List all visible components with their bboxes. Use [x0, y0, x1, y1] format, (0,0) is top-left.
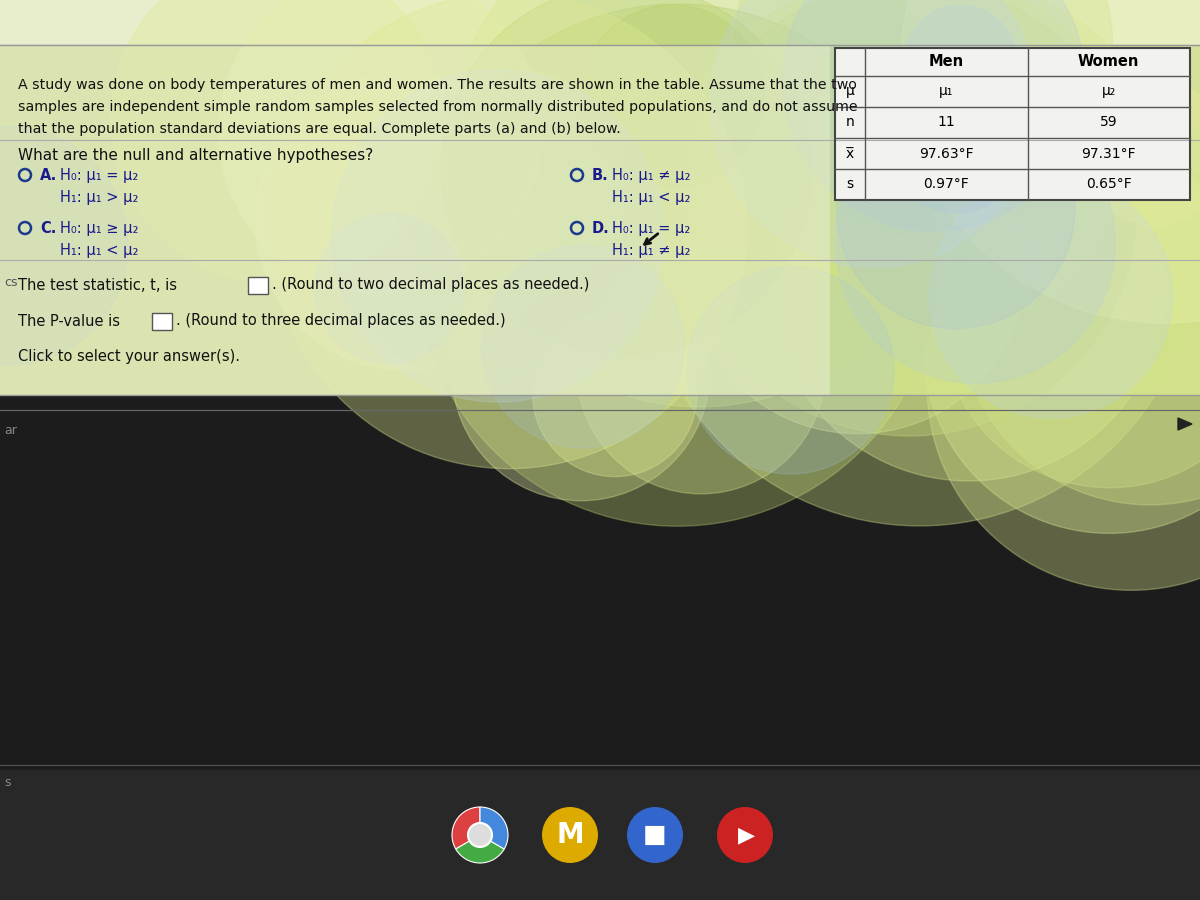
Circle shape	[533, 312, 697, 477]
Circle shape	[959, 122, 1200, 505]
Text: H₁: μ₁ < μ₂: H₁: μ₁ < μ₂	[612, 190, 690, 205]
Circle shape	[718, 807, 773, 863]
Text: H₀: μ₁ = μ₂: H₀: μ₁ = μ₂	[612, 221, 690, 236]
Bar	[0, 45, 830, 395]
Circle shape	[836, 91, 1075, 328]
Circle shape	[468, 823, 492, 847]
Circle shape	[941, 150, 1200, 488]
Circle shape	[446, 0, 953, 407]
Text: that the population standard deviations are equal. Complete parts (a) and (b) be: that the population standard deviations …	[18, 122, 620, 136]
Text: H₁: μ₁ ≠ μ₂: H₁: μ₁ ≠ μ₂	[612, 243, 690, 258]
Circle shape	[688, 94, 1027, 434]
Text: H₁: μ₁ > μ₂: H₁: μ₁ > μ₂	[60, 190, 138, 205]
Text: cs: cs	[4, 276, 18, 290]
Circle shape	[331, 89, 620, 379]
Bar	[0, 0, 1200, 45]
Text: μ₁: μ₁	[940, 85, 954, 98]
Text: 97.63°F: 97.63°F	[919, 147, 973, 160]
Text: D.: D.	[592, 221, 610, 236]
Circle shape	[901, 0, 1200, 323]
Circle shape	[451, 242, 710, 500]
Circle shape	[734, 0, 1112, 237]
Text: 11: 11	[937, 115, 955, 130]
Text: ■: ■	[643, 823, 667, 847]
Circle shape	[835, 104, 1115, 383]
Circle shape	[112, 0, 442, 284]
Text: H₀: μ₁ ≠ μ₂: H₀: μ₁ ≠ μ₂	[612, 168, 690, 183]
Circle shape	[642, 0, 1196, 526]
Circle shape	[930, 176, 1172, 418]
Bar	[152, 313, 172, 330]
Text: C.: C.	[40, 221, 56, 236]
Text: 97.31°F: 97.31°F	[1081, 147, 1136, 160]
Circle shape	[924, 162, 1200, 534]
Text: Click to select your answer(s).: Click to select your answer(s).	[18, 349, 240, 364]
Circle shape	[1082, 80, 1200, 225]
Circle shape	[314, 213, 464, 364]
Bar	[0, 395, 1200, 770]
Text: B.: B.	[592, 168, 608, 183]
Circle shape	[481, 245, 684, 448]
Bar	[248, 277, 268, 294]
Circle shape	[928, 182, 1200, 590]
Circle shape	[709, 0, 1038, 267]
Text: samples are independent simple random samples selected from normally distributed: samples are independent simple random sa…	[18, 100, 858, 114]
Circle shape	[884, 68, 1028, 212]
Circle shape	[782, 0, 1085, 231]
Text: What are the null and alternative hypotheses?: What are the null and alternative hypoth…	[18, 148, 373, 163]
Circle shape	[778, 0, 1123, 329]
Circle shape	[542, 807, 598, 863]
Circle shape	[772, 86, 1166, 481]
Circle shape	[256, 71, 554, 370]
Text: s: s	[4, 776, 11, 788]
Text: μ: μ	[846, 85, 854, 98]
Text: . (Round to three decimal places as needed.): . (Round to three decimal places as need…	[176, 313, 505, 328]
Bar	[835, 48, 1190, 200]
Circle shape	[577, 245, 826, 494]
Text: x̅: x̅	[846, 147, 854, 160]
Text: A study was done on body temperatures of men and women. The results are shown in: A study was done on body temperatures of…	[18, 78, 857, 92]
Polygon shape	[1178, 418, 1192, 430]
Circle shape	[271, 0, 746, 469]
Text: A.: A.	[40, 168, 58, 183]
Circle shape	[683, 0, 1136, 436]
Text: 0.97°F: 0.97°F	[923, 177, 970, 192]
Circle shape	[581, 4, 763, 188]
Text: Women: Women	[1078, 55, 1140, 69]
Text: μ₂: μ₂	[1102, 85, 1116, 98]
Text: ▶: ▶	[738, 825, 756, 845]
Wedge shape	[480, 807, 508, 849]
Circle shape	[0, 126, 128, 365]
Wedge shape	[456, 835, 504, 863]
Circle shape	[686, 267, 894, 474]
Text: 59: 59	[1100, 115, 1117, 130]
Circle shape	[331, 69, 664, 402]
Circle shape	[392, 68, 625, 302]
Text: The P-value is: The P-value is	[18, 313, 120, 328]
Text: The test statistic, t, is: The test statistic, t, is	[18, 277, 178, 292]
Circle shape	[440, 0, 812, 356]
Wedge shape	[452, 807, 480, 849]
Text: n: n	[846, 115, 854, 130]
Bar	[835, 48, 1190, 200]
Text: ar: ar	[4, 424, 17, 436]
Text: M: M	[556, 821, 584, 849]
Circle shape	[628, 807, 683, 863]
Text: H₀: μ₁ = μ₂: H₀: μ₁ = μ₂	[60, 168, 138, 183]
Text: H₁: μ₁ < μ₂: H₁: μ₁ < μ₂	[60, 243, 138, 258]
Circle shape	[905, 5, 1016, 118]
Circle shape	[416, 4, 938, 526]
Bar	[0, 770, 1200, 900]
Text: . (Round to two decimal places as needed.): . (Round to two decimal places as needed…	[272, 277, 589, 292]
Text: H₀: μ₁ ≥ μ₂: H₀: μ₁ ≥ μ₂	[60, 221, 138, 236]
Text: Men: Men	[929, 55, 964, 69]
Text: s: s	[846, 177, 853, 192]
Bar	[0, 45, 1200, 395]
Text: 0.65°F: 0.65°F	[1086, 177, 1132, 192]
Circle shape	[220, 0, 542, 293]
